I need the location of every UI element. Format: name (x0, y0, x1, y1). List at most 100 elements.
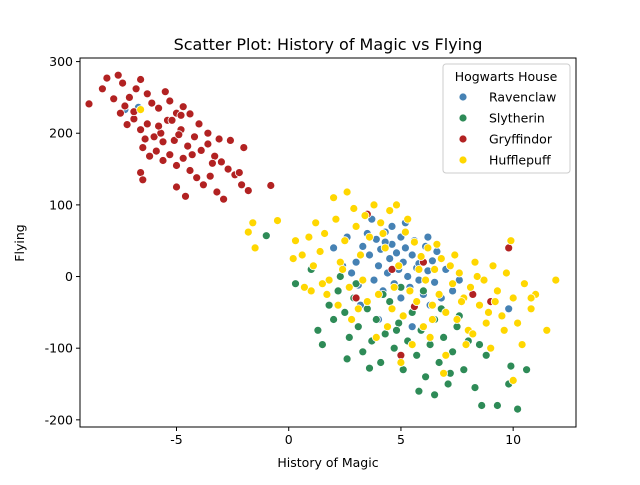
point-hufflepuff-59 (497, 311, 507, 321)
point-gryffindor-42 (178, 153, 188, 163)
point-gryffindor-63 (234, 168, 244, 178)
point-slytherin-1 (291, 279, 300, 289)
point-hufflepuff-11 (320, 229, 330, 238)
point-gryffindor-6 (131, 84, 141, 94)
point-hufflepuff-54 (475, 300, 484, 310)
point-gryffindor-34 (237, 180, 247, 190)
point-gryffindor-35 (243, 186, 253, 196)
point-hufflepuff-100 (333, 300, 343, 310)
point-gryffindor-49 (181, 191, 190, 201)
legend-marker-slytherin (458, 113, 468, 123)
point-hufflepuff-13 (329, 193, 339, 203)
legend-label-hufflepuff: Hufflepuff (489, 153, 551, 168)
x-tick-label-3: 10 (505, 432, 521, 447)
point-gryffindor-1 (98, 84, 107, 94)
legend-box (442, 63, 571, 174)
point-gryffindor-20 (142, 119, 152, 129)
point-ravenclaw-24 (403, 272, 413, 281)
point-hufflepuff-55 (479, 275, 489, 285)
point-gryffindor-76 (351, 293, 361, 303)
x-axis-label: History of Magic (277, 455, 378, 470)
point-hufflepuff-78 (338, 264, 348, 274)
x-axis: -5 0 5 10 (170, 427, 521, 447)
point-hufflepuff-95 (371, 332, 381, 342)
point-ravenclaw-45 (387, 221, 397, 231)
point-gryffindor-14 (178, 102, 188, 112)
point-slytherin-16 (376, 358, 386, 367)
point-hufflepuff-16 (340, 236, 350, 246)
point-ravenclaw-15 (385, 254, 395, 264)
legend: Hogwarts House Ravenclaw Slytherin Gryffin… (442, 63, 571, 174)
point-hufflepuff-66 (542, 325, 552, 335)
point-gryffindor-67 (214, 134, 224, 144)
point-slytherin-32 (448, 347, 458, 357)
point-hufflepuff-45 (441, 307, 451, 317)
point-hufflepuff-87 (378, 229, 388, 238)
point-hufflepuff-67 (551, 275, 561, 285)
point-hufflepuff-35 (405, 286, 415, 296)
point-slytherin-39 (492, 401, 502, 410)
point-gryffindor-15 (109, 94, 119, 104)
point-gryffindor-62 (207, 158, 217, 168)
point-gryffindor-17 (122, 120, 132, 129)
point-slytherin-50 (430, 390, 440, 400)
point-gryffindor-44 (192, 173, 202, 183)
point-slytherin-15 (371, 315, 381, 324)
point-ravenclaw-23 (400, 243, 410, 253)
point-hufflepuff-8 (306, 286, 316, 296)
legend-label-gryffindor: Gryffindor (489, 132, 553, 147)
point-gryffindor-56 (203, 128, 213, 138)
point-gryffindor-16 (116, 108, 125, 118)
point-hufflepuff-37 (412, 297, 422, 307)
point-hufflepuff-0 (136, 105, 146, 114)
point-gryffindor-66 (185, 109, 195, 119)
point-gryffindor-3 (113, 70, 123, 80)
point-hufflepuff-24 (365, 232, 374, 242)
point-hufflepuff-29 (385, 206, 395, 216)
point-gryffindor-47 (212, 187, 222, 197)
point-gryffindor-10 (154, 103, 164, 113)
point-slytherin-19 (389, 343, 399, 353)
point-hufflepuff-42 (430, 264, 440, 274)
point-slytherin-18 (385, 297, 395, 307)
point-gryffindor-50 (172, 182, 181, 192)
point-hufflepuff-61 (508, 293, 518, 303)
point-hufflepuff-5 (291, 236, 300, 246)
point-slytherin-29 (434, 358, 444, 367)
point-gryffindor-70 (266, 181, 276, 190)
point-slytherin-36 (470, 383, 480, 393)
point-hufflepuff-60 (501, 268, 511, 278)
point-slytherin-7 (333, 286, 343, 296)
point-ravenclaw-21 (396, 293, 406, 303)
point-hufflepuff-23 (362, 297, 372, 307)
point-gryffindor-19 (136, 125, 146, 135)
point-ravenclaw-43 (407, 322, 417, 332)
point-slytherin-30 (439, 332, 449, 342)
point-gryffindor-39 (158, 156, 168, 165)
point-gryffindor-58 (239, 143, 249, 153)
point-hufflepuff-2 (248, 218, 258, 228)
point-slytherin-24 (412, 350, 422, 360)
point-hufflepuff-34 (400, 227, 410, 237)
point-hufflepuff-17 (342, 187, 352, 197)
point-gryffindor-2 (102, 73, 112, 83)
legend-marker-hufflepuff (458, 155, 468, 165)
point-hufflepuff-82 (457, 297, 466, 307)
point-ravenclaw-4 (351, 257, 361, 267)
point-slytherin-3 (313, 325, 323, 335)
point-slytherin-34 (459, 365, 469, 375)
point-hufflepuff-102 (427, 315, 437, 324)
point-hufflepuff-79 (358, 275, 368, 285)
point-ravenclaw-44 (347, 268, 357, 278)
point-slytherin-4 (317, 340, 327, 350)
point-hufflepuff-15 (335, 257, 345, 267)
point-hufflepuff-72 (441, 350, 451, 360)
point-gryffindor-61 (187, 150, 197, 160)
point-hufflepuff-90 (450, 250, 460, 260)
point-hufflepuff-52 (466, 282, 475, 292)
point-slytherin-52 (365, 363, 374, 373)
point-slytherin-31 (443, 379, 453, 389)
point-slytherin-0 (261, 231, 271, 241)
legend-title: Hogwarts House (455, 69, 558, 84)
